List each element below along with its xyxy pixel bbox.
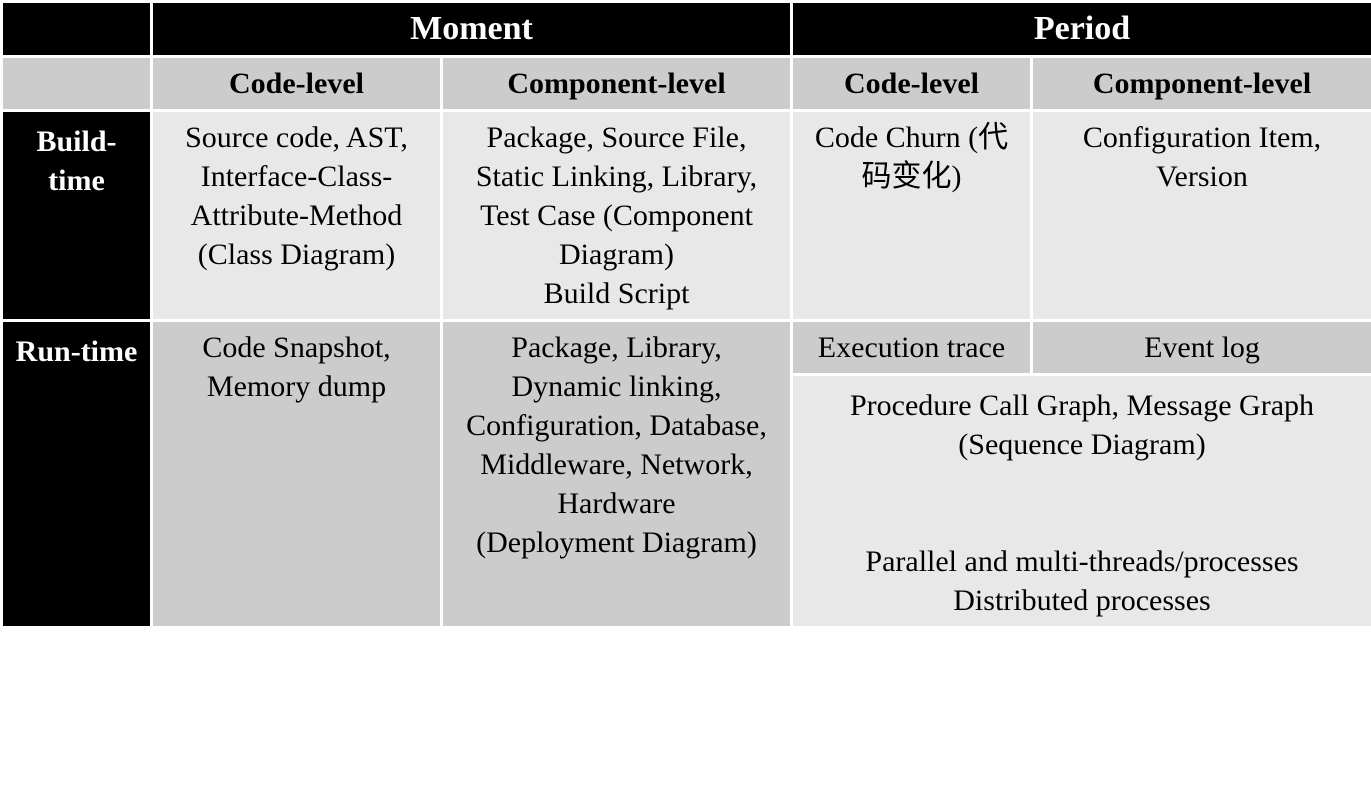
cell-build-moment-code: Source code, AST,Interface-Class-Attribu… bbox=[152, 111, 442, 321]
cell-run-period-component: Event log bbox=[1032, 321, 1371, 375]
corner-cell-sub bbox=[2, 57, 152, 111]
views-matrix-table: Moment Period Code-level Component-level… bbox=[0, 0, 1371, 629]
corner-cell-top bbox=[2, 2, 152, 57]
cell-build-period-code: Code Churn (代码变化) bbox=[792, 111, 1032, 321]
row-build-time: Build-time Source code, AST,Interface-Cl… bbox=[2, 111, 1371, 321]
subheader-moment-code: Code-level bbox=[152, 57, 442, 111]
cell-run-period-merged: Procedure Call Graph, Message Graph (Seq… bbox=[792, 375, 1371, 628]
cell-run-period-code: Execution trace bbox=[792, 321, 1032, 375]
header-row-top: Moment Period bbox=[2, 2, 1371, 57]
header-moment: Moment bbox=[152, 2, 792, 57]
subheader-period-code: Code-level bbox=[792, 57, 1032, 111]
cell-run-moment-code: Code Snapshot, Memory dump bbox=[152, 321, 442, 628]
subheader-period-component: Component-level bbox=[1032, 57, 1371, 111]
header-row-sub: Code-level Component-level Code-level Co… bbox=[2, 57, 1371, 111]
row-header-run: Run-time bbox=[2, 321, 152, 628]
header-period: Period bbox=[792, 2, 1371, 57]
cell-run-moment-component: Package, Library, Dynamic linking, Confi… bbox=[442, 321, 792, 628]
row-header-build: Build-time bbox=[2, 111, 152, 321]
row-run-time-1: Run-time Code Snapshot, Memory dump Pack… bbox=[2, 321, 1371, 375]
cell-build-moment-component: Package, Source File, Static Linking, Li… bbox=[442, 111, 792, 321]
subheader-moment-component: Component-level bbox=[442, 57, 792, 111]
cell-build-period-component: Configuration Item, Version bbox=[1032, 111, 1371, 321]
